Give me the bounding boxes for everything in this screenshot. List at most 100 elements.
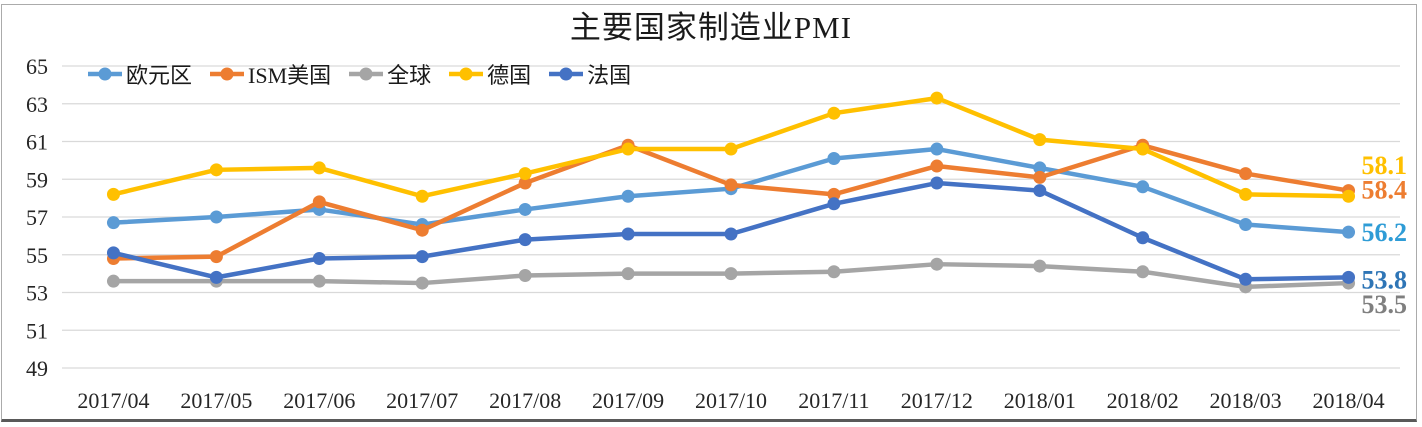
series-line-1 bbox=[111, 143, 1351, 261]
legend-item-4[interactable]: 法国 bbox=[549, 58, 631, 90]
series-marker bbox=[930, 142, 944, 156]
series-marker bbox=[621, 142, 635, 156]
series-marker bbox=[209, 210, 223, 224]
series-marker bbox=[415, 189, 429, 203]
legend: 欧元区 ISM美国 全球 德国 法国 bbox=[88, 60, 631, 88]
series-marker bbox=[1136, 180, 1150, 194]
series-marker bbox=[724, 142, 738, 156]
y-axis-tick-label: 59 bbox=[26, 167, 48, 192]
x-axis-tick-label: 2017/04 bbox=[77, 388, 149, 413]
series-marker bbox=[827, 265, 841, 279]
x-axis-tick-label: 2017/08 bbox=[489, 388, 561, 413]
series-marker bbox=[1342, 270, 1356, 284]
series-marker bbox=[312, 195, 326, 209]
series-marker bbox=[930, 176, 944, 190]
y-axis-tick-label: 53 bbox=[26, 281, 48, 306]
series-marker bbox=[518, 202, 532, 216]
series-marker bbox=[106, 216, 120, 230]
x-axis-tick-label: 2017/05 bbox=[180, 388, 252, 413]
y-axis-tick-label: 55 bbox=[26, 243, 48, 268]
series-marker bbox=[1136, 231, 1150, 245]
series-marker bbox=[930, 91, 944, 105]
series-marker bbox=[1239, 167, 1253, 181]
series-marker bbox=[1033, 184, 1047, 198]
legend-line-marker-icon bbox=[349, 67, 384, 81]
x-axis-tick-label: 2017/09 bbox=[592, 388, 664, 413]
x-axis-tick-label: 2018/03 bbox=[1210, 388, 1282, 413]
series-marker bbox=[1342, 189, 1356, 203]
series-marker bbox=[827, 197, 841, 211]
series-marker bbox=[827, 151, 841, 165]
series-marker bbox=[621, 189, 635, 203]
x-axis-tick-label: 2018/01 bbox=[1004, 388, 1076, 413]
series-marker bbox=[827, 106, 841, 120]
chart-title: 主要国家制造业PMI bbox=[569, 10, 853, 45]
x-axis-tick-label: 2017/11 bbox=[798, 388, 869, 413]
legend-line-marker-icon bbox=[549, 67, 584, 81]
y-axis-tick-label: 65 bbox=[26, 54, 48, 79]
x-axis-tick-label: 2017/07 bbox=[386, 388, 458, 413]
series-marker bbox=[415, 250, 429, 264]
legend-line-marker-icon bbox=[88, 67, 122, 81]
series-marker bbox=[1136, 142, 1150, 156]
series-end-value-label: 58.4 bbox=[1362, 176, 1408, 205]
series-end-value-label: 53.5 bbox=[1362, 290, 1408, 319]
series-end-value-label: 53.8 bbox=[1362, 265, 1408, 294]
series-marker bbox=[1033, 259, 1047, 273]
legend-item-label: 全球 bbox=[387, 63, 432, 88]
legend-item-2[interactable]: 全球 bbox=[349, 58, 431, 90]
series-marker bbox=[621, 227, 635, 241]
y-axis-tick-label: 49 bbox=[26, 356, 48, 381]
series-marker bbox=[1136, 265, 1150, 279]
legend-line-marker-icon bbox=[210, 67, 245, 81]
legend-item-1[interactable]: ISM美国 bbox=[210, 58, 331, 90]
series-marker bbox=[1033, 161, 1047, 175]
legend-item-label: ISM美国 bbox=[248, 63, 332, 88]
legend-item-3[interactable]: 德国 bbox=[449, 58, 531, 90]
series-marker bbox=[415, 276, 429, 290]
series-marker bbox=[518, 233, 532, 247]
series-marker bbox=[724, 267, 738, 281]
legend-item-0[interactable]: 欧元区 bbox=[88, 58, 192, 90]
series-marker bbox=[1033, 170, 1047, 184]
series-marker bbox=[827, 187, 841, 201]
series-marker bbox=[930, 257, 944, 271]
y-axis-tick-label: 57 bbox=[26, 205, 48, 230]
series-end-value-label: 58.1 bbox=[1362, 151, 1408, 180]
x-axis-tick-label: 2018/02 bbox=[1107, 388, 1179, 413]
series-marker bbox=[1342, 225, 1356, 239]
x-axis-tick-label: 2017/12 bbox=[901, 388, 973, 413]
series-marker bbox=[518, 269, 532, 283]
series-end-value-label: 56.2 bbox=[1362, 218, 1408, 247]
y-axis-tick-label: 61 bbox=[26, 130, 48, 155]
series-marker bbox=[312, 274, 326, 288]
x-axis-tick-label: 2017/10 bbox=[695, 388, 767, 413]
legend-line-marker-icon bbox=[449, 67, 484, 81]
series-marker bbox=[518, 176, 532, 190]
series-marker bbox=[1033, 133, 1047, 147]
series-marker bbox=[209, 270, 223, 284]
series-marker bbox=[930, 159, 944, 173]
series-marker bbox=[1239, 187, 1253, 201]
series-marker bbox=[518, 167, 532, 181]
series-marker bbox=[724, 227, 738, 241]
legend-item-label: 法国 bbox=[587, 63, 632, 88]
series-marker bbox=[621, 267, 635, 281]
series-marker bbox=[209, 250, 223, 264]
series-marker bbox=[209, 163, 223, 177]
series-marker bbox=[1239, 272, 1253, 286]
legend-item-label: 德国 bbox=[487, 63, 532, 88]
series-marker bbox=[312, 252, 326, 266]
series-marker bbox=[106, 246, 120, 260]
series-marker bbox=[312, 161, 326, 175]
series-marker bbox=[106, 274, 120, 288]
series-marker bbox=[415, 223, 429, 237]
y-axis-tick-label: 63 bbox=[26, 92, 48, 117]
legend-item-label: 欧元区 bbox=[126, 63, 193, 88]
y-axis-tick-label: 51 bbox=[26, 318, 48, 343]
x-axis-tick-label: 2018/04 bbox=[1312, 388, 1384, 413]
x-axis-tick-label: 2017/06 bbox=[283, 388, 355, 413]
series-marker bbox=[724, 178, 738, 192]
series-marker bbox=[1239, 218, 1253, 232]
